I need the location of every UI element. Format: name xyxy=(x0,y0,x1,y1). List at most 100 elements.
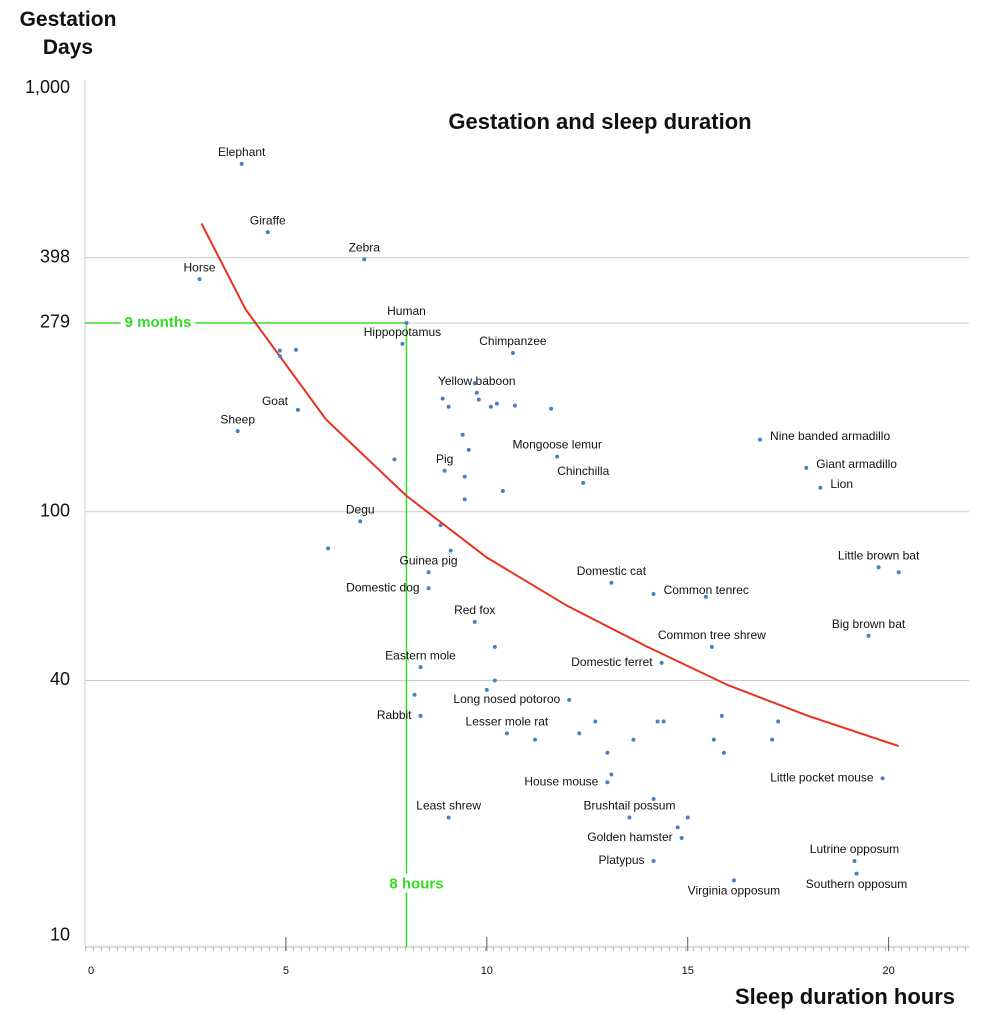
point xyxy=(236,429,240,433)
point-label: Little brown bat xyxy=(838,548,920,562)
point xyxy=(427,570,431,574)
point-label: House mouse xyxy=(524,774,598,788)
point xyxy=(501,489,505,493)
point-label: Sheep xyxy=(220,412,255,426)
point xyxy=(461,433,465,437)
point xyxy=(549,407,553,411)
point xyxy=(722,751,726,755)
point xyxy=(567,698,571,702)
reference-label: 9 months xyxy=(125,314,192,331)
point-label: Southern opposum xyxy=(806,877,907,891)
point xyxy=(447,405,451,409)
point xyxy=(676,825,680,829)
point xyxy=(505,731,509,735)
point-label: Lion xyxy=(830,477,853,491)
point-label: Domestic dog xyxy=(346,580,419,594)
point xyxy=(326,546,330,550)
point xyxy=(680,836,684,840)
point xyxy=(656,720,660,724)
point xyxy=(493,645,497,649)
point xyxy=(770,738,774,742)
point-label: Golden hamster xyxy=(587,830,672,844)
point xyxy=(581,481,585,485)
point xyxy=(489,405,493,409)
point-label: Chinchilla xyxy=(557,464,609,478)
point xyxy=(758,438,762,442)
point xyxy=(463,497,467,501)
point-label: Red fox xyxy=(454,603,495,617)
point-label: Brushtail possum xyxy=(583,799,675,813)
point-label: Long nosed potoroo xyxy=(453,692,560,706)
point-label: Giant armadillo xyxy=(816,457,897,471)
y-tick-label: 1,000 xyxy=(25,77,70,97)
point-label: Common tree shrew xyxy=(658,628,766,642)
point xyxy=(513,404,517,408)
trend-line xyxy=(202,224,899,747)
point xyxy=(266,230,270,234)
point xyxy=(477,398,481,402)
point-label: Eastern mole xyxy=(385,648,456,662)
point xyxy=(278,349,282,353)
point xyxy=(609,581,613,585)
point xyxy=(704,595,708,599)
point-label: Lutrine opposum xyxy=(810,842,899,856)
point-label: Human xyxy=(387,304,426,318)
point xyxy=(439,523,443,527)
point xyxy=(881,776,885,780)
x-tick-label: 15 xyxy=(682,965,694,977)
y-tick-label: 40 xyxy=(50,669,70,689)
point-label: Platypus xyxy=(599,853,645,867)
point xyxy=(662,720,666,724)
point-label: Mongoose lemur xyxy=(512,438,601,452)
point-label: Giraffe xyxy=(250,213,286,227)
point xyxy=(776,720,780,724)
point xyxy=(854,872,858,876)
point xyxy=(427,586,431,590)
point xyxy=(710,645,714,649)
point xyxy=(419,665,423,669)
point-label: Horse xyxy=(184,260,216,274)
x-tick-label: 20 xyxy=(883,965,895,977)
point xyxy=(467,448,471,452)
y-tick-label: 10 xyxy=(50,924,70,944)
point-label: Hippopotamus xyxy=(364,325,441,339)
point xyxy=(449,549,453,553)
point xyxy=(473,381,477,385)
point xyxy=(473,620,477,624)
point xyxy=(732,878,736,882)
point xyxy=(294,348,298,352)
point xyxy=(443,469,447,473)
point-label: Least shrew xyxy=(416,799,481,813)
point-label: Pig xyxy=(436,452,453,466)
point-label: Domestic cat xyxy=(577,564,647,578)
y-tick-label: 398 xyxy=(40,246,70,266)
point xyxy=(652,859,656,863)
x-tick-label: 10 xyxy=(481,965,493,977)
point-label: Rabbit xyxy=(377,708,412,722)
point-label: Yellow baboon xyxy=(438,374,516,388)
y-tick-label: 279 xyxy=(40,312,70,332)
x-tick-label: 5 xyxy=(283,965,289,977)
point xyxy=(278,354,282,358)
chart: Gestation and sleep duration Sleep durat… xyxy=(0,0,986,1012)
y-tick-label: 100 xyxy=(40,501,70,521)
point xyxy=(605,751,609,755)
point xyxy=(652,592,656,596)
point xyxy=(533,738,537,742)
point xyxy=(475,391,479,395)
point xyxy=(593,720,597,724)
point xyxy=(447,815,451,819)
point xyxy=(627,815,631,819)
point xyxy=(198,277,202,281)
point xyxy=(296,408,300,412)
point xyxy=(240,162,244,166)
point-label: Guinea pig xyxy=(400,553,458,567)
chart-title: Gestation and sleep duration xyxy=(448,109,751,134)
point xyxy=(362,257,366,261)
point xyxy=(660,661,664,665)
point-label: Nine banded armadillo xyxy=(770,429,890,443)
point xyxy=(419,714,423,718)
point xyxy=(852,859,856,863)
point xyxy=(631,738,635,742)
point xyxy=(605,780,609,784)
